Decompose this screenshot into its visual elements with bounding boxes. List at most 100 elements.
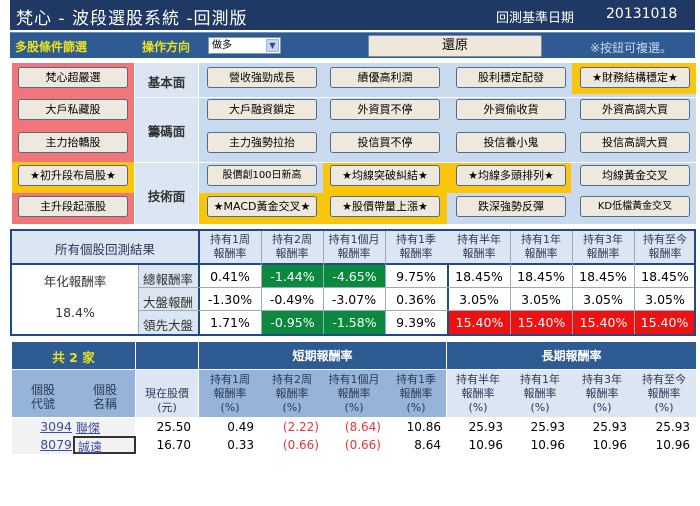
btn-trust-big-buy[interactable]: 投信高調大買 xyxy=(580,132,690,153)
col-header: 持有2周 報酬率 xyxy=(272,233,312,260)
title-bar: 梵心 - 波段選股系統 -回測版 回測基準日期 20131018 xyxy=(10,0,695,30)
col-header: 持有1季 報酬率 xyxy=(396,233,436,260)
cell-market-2w: -0.49% xyxy=(269,292,315,307)
direction-select[interactable]: 做多 ▼ xyxy=(208,37,281,54)
stock-return-3y: 10.96 xyxy=(592,438,627,452)
col-current-price: 現在股價 (元) xyxy=(145,387,189,414)
btn-macd-golden-cross[interactable]: ★MACD黃金交叉★ xyxy=(207,196,317,217)
annual-return-value: 18.4% xyxy=(55,305,95,320)
long-term-header: 長期報酬率 xyxy=(541,349,602,363)
price-subheader-bg xyxy=(136,370,198,417)
baseline-date-label: 回測基準日期 xyxy=(496,11,575,26)
stock-return-1w: 0.33 xyxy=(227,438,254,452)
col-divider xyxy=(510,231,511,334)
cell-market-1q: 0.36% xyxy=(396,292,436,307)
category-bg-chip xyxy=(135,98,198,162)
stock-return-1y: 10.96 xyxy=(530,438,565,452)
long-term-subheader-bg xyxy=(447,370,696,417)
btn-ma-breakout[interactable]: ★均線突破糾結★ xyxy=(330,165,440,186)
col-header: 持有1年 報酬率 xyxy=(521,233,561,260)
row-label-market: 大盤報酬 xyxy=(142,295,193,310)
cell-lead-6m: 15.40% xyxy=(449,311,510,334)
col-header: 持有至今 報酬率 (%) xyxy=(642,373,686,414)
cell-total-3y: 18.45% xyxy=(579,269,627,284)
btn-foreign-buy[interactable]: 外資買不停 xyxy=(330,99,440,120)
col-header: 持有2周 報酬率 (%) xyxy=(272,373,312,414)
category-fundamental: 基本面 xyxy=(147,75,186,90)
chevron-down-icon[interactable]: ▼ xyxy=(266,39,279,52)
short-term-header-bg xyxy=(199,342,446,369)
col-divider xyxy=(634,231,635,334)
row-label-lead: 領先大盤 xyxy=(142,318,193,333)
cell-market-6m: 3.05% xyxy=(459,292,499,307)
col-divider xyxy=(261,231,262,334)
cell-total-1m: -4.65% xyxy=(324,265,385,287)
reset-button[interactable]: 還原 xyxy=(368,35,542,57)
stock-code-link[interactable]: 3094 xyxy=(40,419,72,434)
col-header: 持有1個月 報酬率 (%) xyxy=(328,373,380,414)
divider xyxy=(12,263,694,265)
btn-100day-high[interactable]: 股價創100日新高 xyxy=(207,165,317,186)
annual-return-label: 年化報酬率 xyxy=(43,274,107,289)
cell-lead-2w: -0.95% xyxy=(262,311,323,334)
col-stock-name: 個股 名稱 xyxy=(92,383,117,411)
cell-market-1y: 3.05% xyxy=(521,292,561,307)
btn-trust-small-cap[interactable]: 投信養小鬼 xyxy=(456,132,566,153)
col-stock-code: 個股 代號 xyxy=(30,383,55,411)
btn-main-force[interactable]: 主力抬轎股 xyxy=(18,132,128,153)
stock-return-6m: 10.96 xyxy=(468,438,503,452)
btn-high-profit[interactable]: 績優高利潤 xyxy=(330,67,440,88)
btn-revenue-growth[interactable]: 營收強勁成長 xyxy=(207,67,317,88)
btn-big-margin-lock[interactable]: 大戶融資鎖定 xyxy=(207,99,317,120)
btn-trust-buy[interactable]: 投信買不停 xyxy=(330,132,440,153)
col-divider xyxy=(323,231,324,334)
btn-main-rise[interactable]: 主升段起漲股 xyxy=(18,196,128,217)
btn-foreign-big-buy[interactable]: 外資高調大買 xyxy=(580,99,690,120)
btn-oversold-rebound[interactable]: 跌深強勢反彈 xyxy=(456,196,566,217)
stock-count: 共 2 家 xyxy=(52,350,95,365)
btn-financial-stable[interactable]: ★財務結構穩定★ xyxy=(580,67,690,88)
col-divider xyxy=(572,231,573,334)
stock-name-link[interactable]: 聯傑 xyxy=(76,421,101,435)
col-header: 持有1季 報酬率 (%) xyxy=(396,373,436,414)
stock-return-all: 25.93 xyxy=(655,420,690,434)
stock-return-1y: 25.93 xyxy=(530,420,565,434)
summary-title-bg xyxy=(12,231,198,263)
btn-stable-dividend[interactable]: 股利穩定配發 xyxy=(456,67,566,88)
btn-volume-rise[interactable]: ★股價帶量上漲★ xyxy=(330,196,440,217)
col-header: 持有1年 報酬率 (%) xyxy=(520,373,560,414)
btn-ma-bullish[interactable]: ★均線多頭排列★ xyxy=(456,165,566,186)
direction-label: 操作方向 xyxy=(142,40,191,54)
stock-return-1w: 0.49 xyxy=(227,420,254,434)
btn-kd-golden-cross[interactable]: KD低檔黃金交叉 xyxy=(580,196,690,217)
stock-return-1m: (8.64) xyxy=(344,420,381,434)
btn-initial-rise[interactable]: ★初升段布局股★ xyxy=(18,165,128,186)
stock-name-link-selected[interactable]: 誠遠 xyxy=(73,436,136,454)
stock-return-6m: 25.93 xyxy=(468,420,503,434)
divider xyxy=(447,231,449,334)
stock-return-2w: (2.22) xyxy=(282,420,319,434)
stock-return-all: 10.96 xyxy=(655,438,690,452)
col-header: 持有1周 報酬率 xyxy=(210,233,250,260)
btn-foreign-accumulate[interactable]: 外資偷收貨 xyxy=(456,99,566,120)
btn-big-holder[interactable]: 大戶私藏股 xyxy=(18,99,128,120)
row-label-bg xyxy=(138,265,198,334)
cell-lead-1w: 1.71% xyxy=(210,315,250,330)
col-header: 持有3年 報酬率 (%) xyxy=(582,373,622,414)
stock-return-3y: 25.93 xyxy=(592,420,627,434)
cell-total-6m: 18.45% xyxy=(455,269,503,284)
btn-fanxin-select[interactable]: 梵心超嚴選 xyxy=(18,67,128,88)
col-header: 持有3年 報酬率 xyxy=(583,233,623,260)
category-chip: 籌碼面 xyxy=(147,124,186,139)
stock-price: 25.50 xyxy=(156,420,191,434)
col-divider xyxy=(385,231,386,334)
cell-lead-3y: 15.40% xyxy=(573,311,634,334)
cell-total-all: 18.45% xyxy=(641,269,689,284)
btn-main-force-lift[interactable]: 主力強勢拉抬 xyxy=(207,132,317,153)
cell-lead-1m: -1.58% xyxy=(324,311,385,334)
baseline-date-value: 20131018 xyxy=(606,6,678,22)
stock-code-link[interactable]: 8079 xyxy=(40,437,72,452)
cell-lead-all: 15.40% xyxy=(635,311,694,334)
btn-ma-golden-cross[interactable]: 均線黃金交叉 xyxy=(580,165,690,186)
long-term-header-bg xyxy=(447,342,696,369)
